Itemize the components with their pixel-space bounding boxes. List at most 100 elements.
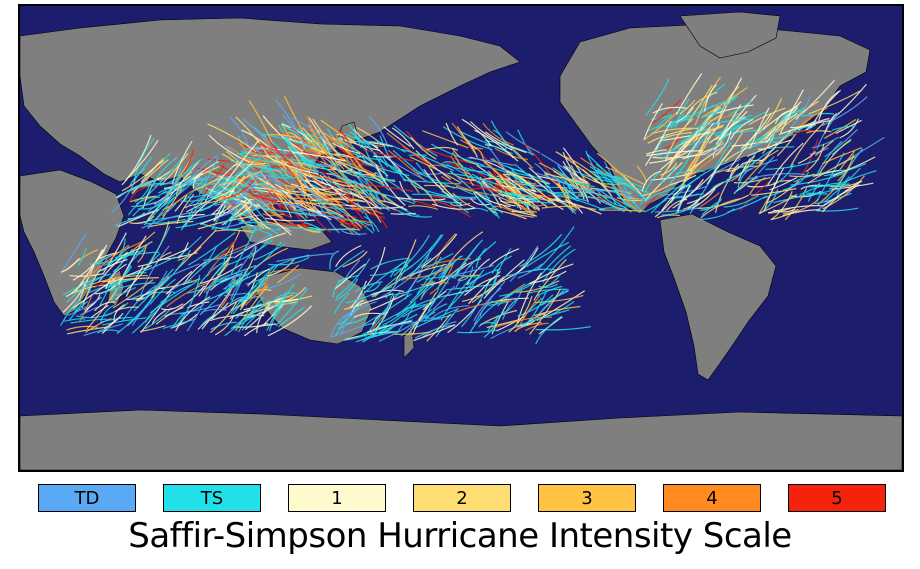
storm-track [200, 195, 245, 212]
storm-track [269, 302, 293, 307]
storm-track [650, 171, 697, 181]
storm-track [139, 245, 170, 297]
storm-track [498, 197, 516, 207]
storm-track [167, 304, 220, 316]
storm-track [103, 312, 124, 330]
storm-track [309, 129, 347, 145]
storm-track [195, 262, 223, 290]
storm-track [234, 286, 268, 332]
storm-track [187, 232, 236, 266]
legend-swatch-ts: TS [163, 484, 261, 512]
storm-track [243, 296, 285, 311]
storm-track [265, 217, 315, 222]
storm-track [335, 244, 362, 267]
storm-track [538, 162, 585, 196]
storm-track [274, 295, 313, 304]
storm-track [776, 100, 820, 133]
storm-track [298, 187, 317, 202]
storm-track [706, 144, 736, 185]
storm-track [655, 133, 667, 152]
storm-track [584, 171, 613, 197]
storm-track [212, 258, 226, 277]
storm-track [517, 294, 554, 317]
storm-track [495, 316, 553, 328]
storm-track [837, 154, 854, 182]
storm-track [293, 170, 317, 213]
storm-track [682, 107, 722, 146]
storm-track [391, 318, 441, 327]
storm-track [290, 127, 306, 142]
storm-track [467, 268, 501, 285]
storm-track [114, 306, 139, 312]
storm-track [131, 309, 158, 334]
storm-track [598, 188, 635, 198]
storm-track [539, 273, 562, 290]
storm-track [533, 305, 581, 317]
storm-track [67, 296, 102, 316]
map-canvas [20, 6, 902, 470]
storm-track [86, 288, 118, 330]
storm-track [211, 204, 232, 215]
storm-track [219, 223, 251, 230]
storm-track [469, 121, 513, 151]
storm-track [682, 97, 736, 121]
legend-swatch-td: TD [38, 484, 136, 512]
storm-track [562, 165, 589, 184]
storm-track [534, 294, 584, 304]
storm-track [396, 196, 446, 201]
storm-track [767, 142, 804, 186]
storm-track [488, 176, 522, 195]
storm-track [413, 308, 458, 330]
storm-track [364, 139, 388, 179]
storm-track [643, 183, 672, 197]
storm-track [162, 202, 177, 217]
storm-track [285, 223, 311, 230]
storm-track [150, 276, 170, 299]
storm-track [700, 95, 738, 119]
storm-track [302, 127, 337, 166]
storm-track [769, 176, 798, 191]
storm-track [677, 184, 691, 213]
storm-track [766, 180, 800, 204]
storm-track [471, 173, 512, 197]
storm-track [276, 253, 334, 263]
storm-track [214, 208, 235, 217]
storm-track [645, 78, 670, 116]
storm-track [474, 191, 511, 208]
storm-track [484, 131, 527, 154]
storm-track [451, 122, 478, 156]
storm-track [488, 248, 520, 268]
storm-track [644, 120, 672, 166]
storm-track [309, 184, 346, 196]
storm-track [248, 150, 270, 162]
storm-track [824, 113, 837, 134]
storm-track [530, 186, 587, 202]
storm-track [100, 304, 115, 322]
storm-track [261, 174, 303, 179]
storm-track [705, 142, 725, 155]
storm-track [423, 168, 463, 206]
storm-track [69, 300, 89, 320]
storm-track [277, 306, 305, 328]
storm-track [508, 296, 533, 333]
storm-track [724, 116, 746, 132]
storm-track [649, 149, 691, 164]
storm-track [241, 129, 280, 159]
storm-track [699, 192, 720, 208]
storm-track [748, 173, 806, 180]
storm-track [750, 188, 797, 196]
storm-track [556, 182, 570, 199]
storm-track [275, 287, 309, 327]
storm-track [410, 136, 437, 160]
storm-track [99, 282, 156, 295]
storm-track [355, 136, 389, 168]
storm-track [338, 128, 352, 147]
storm-track [230, 299, 271, 330]
storm-track [213, 205, 226, 222]
storm-track [134, 183, 151, 203]
storm-track [294, 209, 343, 218]
storm-track [197, 192, 219, 210]
storm-track [788, 173, 815, 178]
storm-track [457, 329, 499, 334]
storm-track [201, 309, 227, 313]
